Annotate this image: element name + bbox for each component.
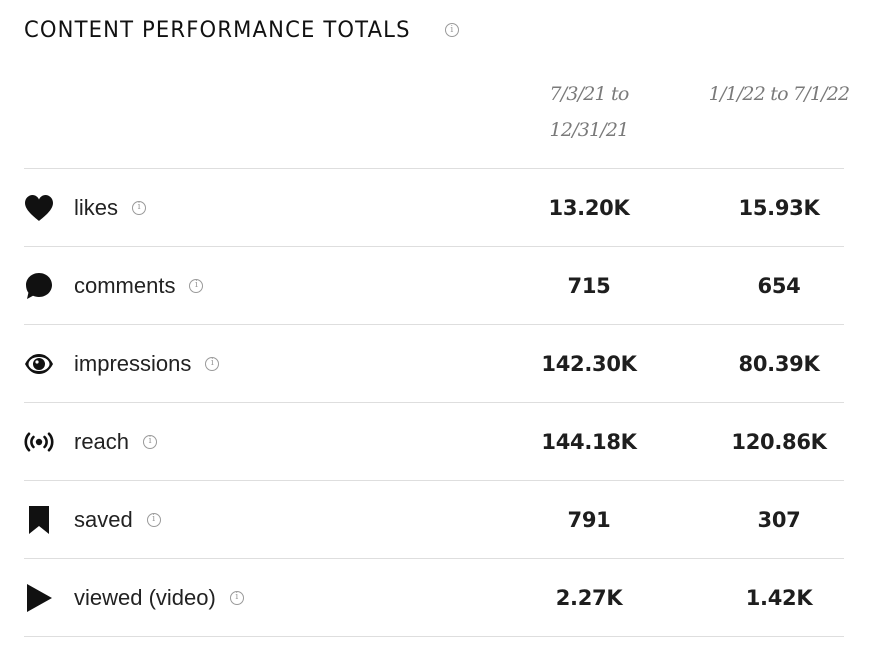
table-row: saved i 791 307 (24, 481, 844, 559)
value-period-2: 1.42K (745, 585, 813, 610)
value-period-2: 15.93K (738, 195, 820, 220)
value-period-2: 654 (757, 273, 801, 298)
info-icon[interactable]: i (143, 434, 158, 449)
metric-name: comments (74, 272, 176, 298)
info-icon[interactable]: i (132, 200, 147, 215)
speech-bubble-icon (24, 271, 54, 301)
value-period-1: 2.27K (555, 585, 623, 610)
info-icon[interactable]: i (229, 590, 244, 605)
column-header-line: 7/3/21 to (549, 83, 629, 105)
table-row: comments i 715 654 (24, 247, 844, 325)
table-row: viewed (video) i 2.27K 1.42K (24, 559, 844, 637)
play-icon (24, 583, 54, 613)
bookmark-icon (24, 505, 54, 535)
value-period-1: 715 (567, 273, 611, 298)
table-row: likes i 13.20K 15.93K (24, 169, 844, 247)
table-row: reach i 144.18K 120.86K (24, 403, 844, 481)
header: CONTENT PERFORMANCE TOTALS i (24, 14, 459, 46)
metric-label: saved i (74, 507, 161, 533)
info-icon[interactable]: i (205, 356, 220, 371)
broadcast-icon (24, 427, 54, 457)
info-icon[interactable]: i (189, 278, 204, 293)
value-period-1: 144.18K (541, 429, 637, 454)
page-title: CONTENT PERFORMANCE TOTALS (24, 17, 411, 43)
info-icon[interactable]: i (444, 23, 459, 37)
value-period-1: 13.20K (548, 195, 630, 220)
metric-name: reach (74, 428, 130, 454)
metric-label: reach i (74, 428, 158, 455)
metrics-table: likes i 13.20K 15.93K comments i 715 654… (24, 168, 844, 637)
metric-label: viewed (video) i (74, 585, 244, 611)
value-period-2: 80.39K (738, 351, 820, 376)
metric-name: saved (74, 506, 133, 532)
metric-name: impressions (74, 350, 192, 376)
metric-label: impressions i (74, 350, 220, 377)
value-period-2: 307 (757, 507, 801, 532)
eye-icon (24, 349, 54, 379)
column-header-line: 12/31/21 (549, 119, 630, 141)
metric-name: viewed (video) (74, 584, 216, 610)
info-icon[interactable]: i (146, 512, 161, 527)
metric-label: comments i (74, 272, 204, 299)
column-header-line: 1/1/22 to 7/1/22 (708, 83, 850, 105)
heart-icon (24, 193, 54, 223)
value-period-1: 791 (567, 507, 611, 532)
value-period-1: 142.30K (541, 351, 637, 376)
metric-name: likes (74, 194, 119, 220)
table-row: impressions i 142.30K 80.39K (24, 325, 844, 403)
column-header-period-1: 7/3/21 to 12/31/21 (510, 76, 668, 148)
metric-label: likes i (74, 194, 147, 221)
column-header-period-2: 1/1/22 to 7/1/22 (704, 76, 854, 112)
value-period-2: 120.86K (731, 429, 827, 454)
